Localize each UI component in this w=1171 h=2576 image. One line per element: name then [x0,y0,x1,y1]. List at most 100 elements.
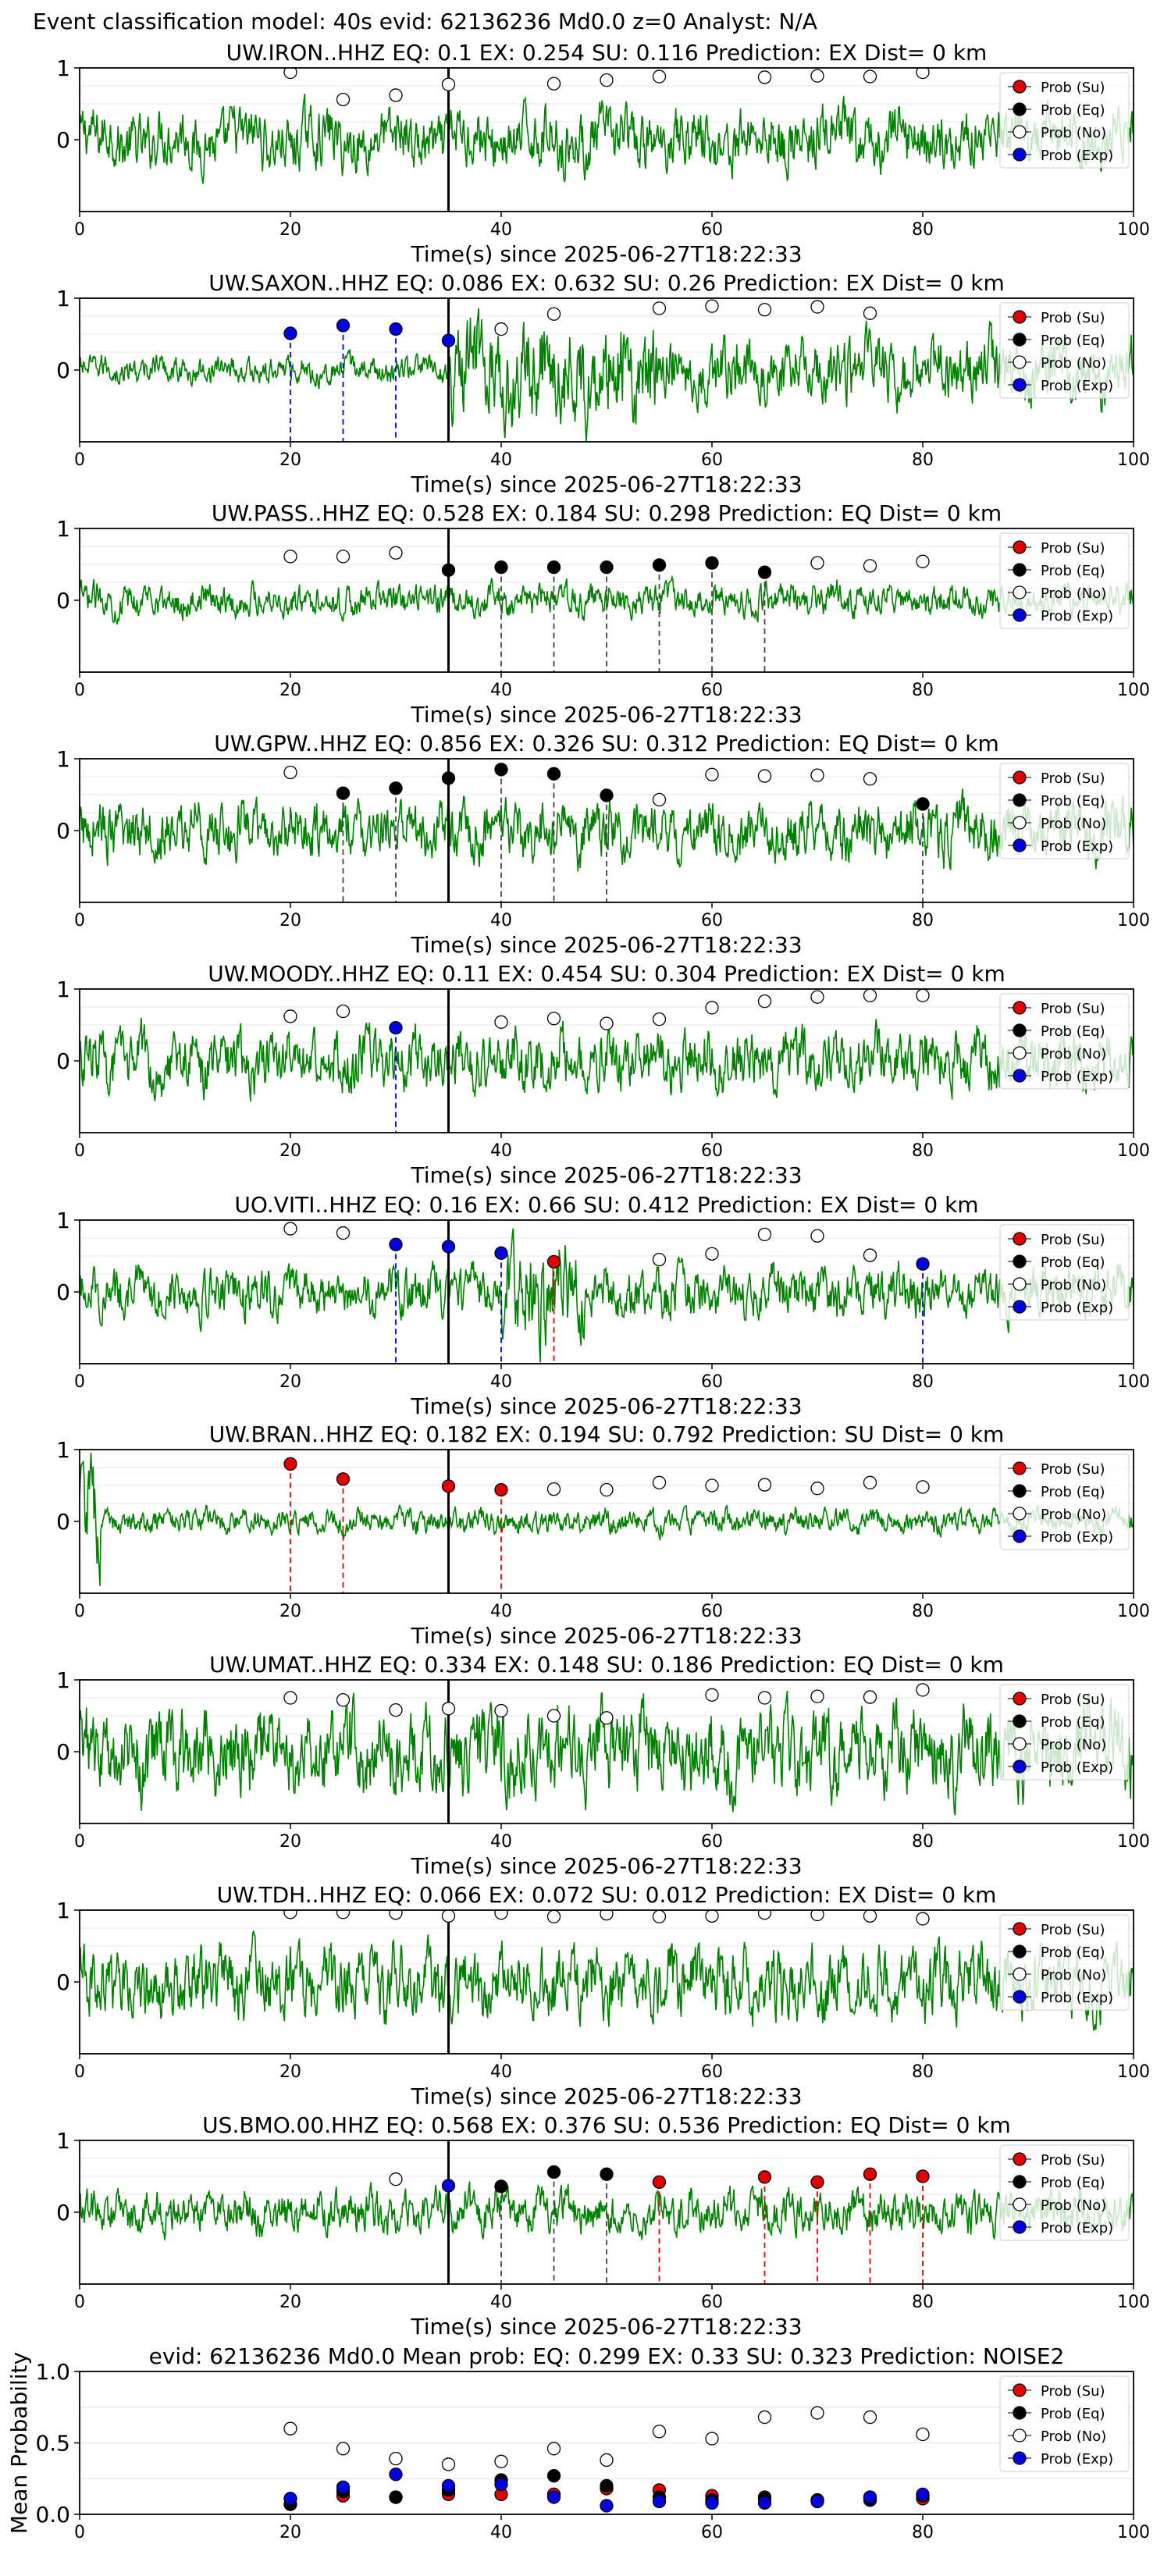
prob-point-su [863,2167,877,2181]
panel-3: UW.PASS..HHZ EQ: 0.528 EX: 0.184 SU: 0.2… [56,500,1150,728]
mean-point-no [757,2410,772,2425]
panel-9: UW.TDH..HHZ EQ: 0.066 EX: 0.072 SU: 0.01… [56,1882,1150,2109]
prob-point-no [494,322,508,336]
prob-point-no [863,1475,877,1489]
x-tick-label: 100 [1117,2523,1150,2542]
legend-label: Prob (Su) [1041,1232,1105,1248]
mean-point-exp [652,2494,667,2509]
legend-label: Prob (Su) [1041,310,1105,326]
x-tick-label: 20 [279,1602,301,1621]
mean-point-exp [600,2499,614,2513]
legend-marker-eq [1013,793,1027,807]
legend-marker-su [1013,310,1027,324]
x-tick-label: 0 [74,1372,85,1392]
prob-point-no [705,299,719,313]
prob-point-su [546,1254,561,1269]
legend: Prob (Su) Prob (Eq) Prob (No) Prob (Exp) [999,302,1130,399]
legend-box [999,1453,1130,1550]
prob-point-no [652,69,667,84]
legend-label: Prob (Exp) [1041,2220,1113,2236]
y-tick-label: 0.5 [35,2431,70,2457]
prob-point-no [863,559,877,573]
x-tick-label: 60 [701,2062,723,2082]
prob-point-su [916,2169,930,2183]
legend-marker-no [1013,125,1027,139]
y-tick-label: 1 [56,1437,70,1463]
panel-7: UW.BRAN..HHZ EQ: 0.182 EX: 0.194 SU: 0.7… [56,1421,1150,1649]
prob-point-eq [705,556,719,570]
x-tick-label: 20 [279,1832,301,1852]
legend-marker-exp [1013,1759,1027,1774]
legend: Prob (Su) Prob (Eq) Prob (No) Prob (Exp) [999,1914,1130,2011]
x-tick-label: 20 [279,1141,301,1161]
x-tick-label: 60 [701,2293,723,2312]
mean-point-exp [283,2492,297,2506]
x-axis-label: Time(s) since 2025-06-27T18:22:33 [410,1853,802,1879]
legend-label: Prob (Su) [1041,1692,1105,1708]
prob-point-exp [389,1237,403,1251]
x-tick-label: 40 [490,681,512,700]
x-tick-label: 20 [279,2293,301,2312]
x-tick-label: 20 [279,2062,301,2082]
panel-6: UO.VITI..HHZ EQ: 0.16 EX: 0.66 SU: 0.412… [56,1192,1150,1419]
legend-marker-eq [1013,2175,1027,2189]
panel-title: UW.UMAT..HHZ EQ: 0.334 EX: 0.148 SU: 0.1… [209,1652,1004,1678]
x-tick-label: 80 [912,450,934,470]
prob-point-no [283,1910,297,1920]
legend-marker-exp [1013,378,1027,392]
plot-area [80,68,1134,212]
prob-point-no [336,1004,351,1019]
y-tick-label: 0 [56,358,70,383]
prob-point-su [652,2175,667,2190]
prob-point-no [494,1910,508,1920]
x-tick-label: 100 [1117,1141,1150,1161]
legend-label: Prob (Exp) [1041,1069,1113,1085]
legend-label: Prob (Exp) [1041,1990,1113,2006]
y-tick-label: 0 [56,588,70,614]
prob-point-no [916,68,930,80]
legend-box [999,1224,1130,1321]
legend-label: Prob (No) [1041,1507,1106,1523]
x-tick-label: 0 [74,1832,85,1852]
waveform-trace [80,1452,1134,1586]
prob-point-eq [600,788,614,802]
x-tick-label: 60 [701,1141,723,1161]
prob-point-no [336,550,351,564]
legend-marker-su [1013,80,1027,94]
legend-box [999,2144,1130,2241]
legend-marker-su [1013,2383,1027,2397]
panel-title: UO.VITI..HHZ EQ: 0.16 EX: 0.66 SU: 0.412… [234,1192,978,1218]
legend-marker-su [1013,1001,1027,1015]
panel-title: UW.IRON..HHZ EQ: 0.1 EX: 0.254 SU: 0.116… [226,40,988,66]
waveform-trace [80,93,1134,184]
x-tick-label: 80 [912,2293,934,2312]
x-tick-label: 100 [1117,911,1150,930]
prob-point-no [810,1229,824,1243]
legend-marker-eq [1013,102,1027,116]
legend-marker-su [1013,770,1027,785]
prob-point-no [810,300,824,314]
waveform-trace [80,1691,1134,1816]
x-tick-label: 80 [912,911,934,930]
legend-label: Prob (No) [1041,1967,1106,1984]
x-tick-label: 60 [701,1372,723,1392]
x-tick-label: 20 [279,1372,301,1392]
legend: Prob (Su) Prob (Eq) Prob (No) Prob (Exp) [999,532,1130,629]
x-tick-label: 80 [912,2523,934,2542]
waveform-trace [80,575,1134,625]
legend-marker-eq [1013,1254,1027,1268]
legend-marker-exp [1013,148,1027,162]
x-axis-label: Time(s) since 2025-06-27T18:22:33 [410,241,802,267]
legend-label: Prob (Su) [1041,1001,1105,1017]
legend-label: Prob (Eq) [1041,1484,1105,1500]
prob-point-no [863,772,877,786]
x-tick-label: 40 [490,1602,512,1621]
legend-marker-su [1013,1922,1027,1936]
x-tick-label: 60 [701,450,723,470]
x-tick-label: 60 [701,681,723,700]
legend-marker-su [1013,2152,1027,2166]
legend-label: Prob (No) [1041,125,1106,141]
x-tick-label: 80 [912,1141,934,1161]
legend-marker-exp [1013,1069,1027,1083]
